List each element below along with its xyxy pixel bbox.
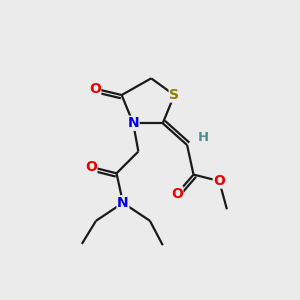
Text: O: O	[85, 160, 97, 174]
Text: O: O	[89, 82, 101, 96]
Text: S: S	[169, 88, 179, 102]
Text: N: N	[117, 196, 129, 210]
Text: H: H	[198, 131, 209, 144]
Text: O: O	[213, 174, 225, 188]
Text: N: N	[128, 116, 139, 130]
Text: O: O	[171, 187, 183, 201]
